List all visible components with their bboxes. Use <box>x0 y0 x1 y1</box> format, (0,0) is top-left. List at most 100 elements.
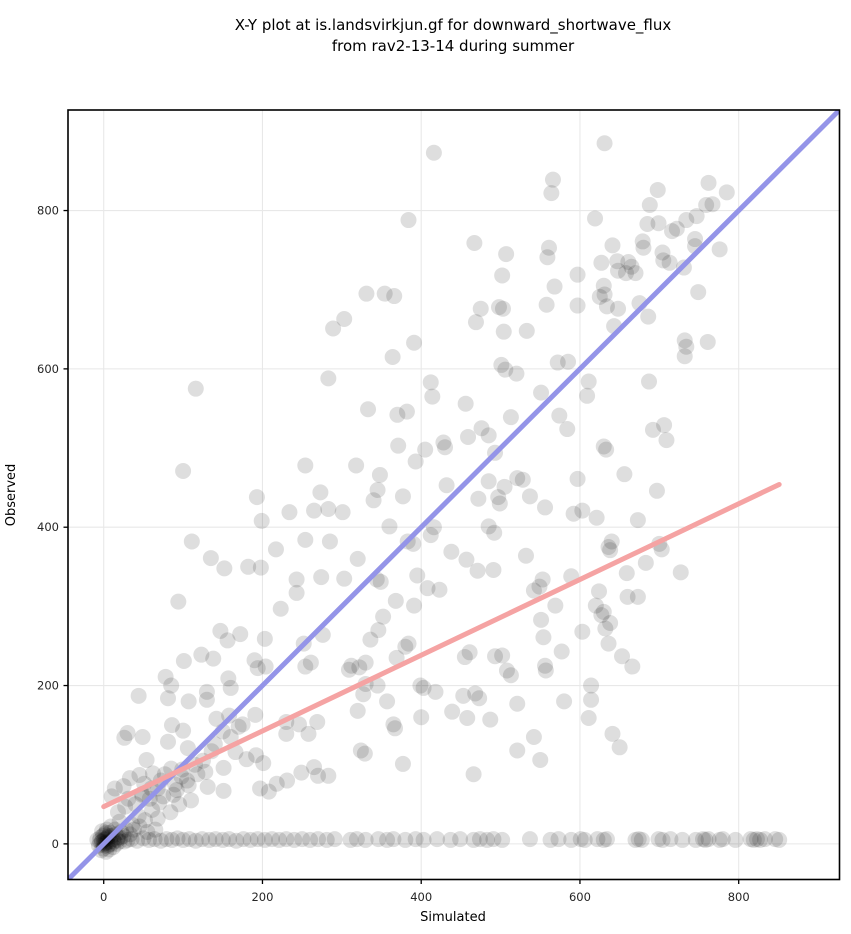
scatter-point <box>494 267 511 284</box>
scatter-point <box>661 254 678 271</box>
scatter-point <box>438 477 455 494</box>
scatter-point <box>155 788 172 805</box>
scatter-point <box>490 489 507 506</box>
scatter-point <box>179 772 196 789</box>
scatter-point <box>320 767 337 784</box>
scatter-point <box>181 831 198 848</box>
scatter-point <box>370 622 387 639</box>
scatter-point <box>93 834 110 851</box>
scatter-point <box>604 725 621 742</box>
scatter-point <box>697 831 714 848</box>
scatter-point <box>623 258 640 275</box>
scatter-point <box>593 254 610 271</box>
scatter-point <box>281 504 298 521</box>
scatter-point <box>535 629 552 646</box>
scatter-point <box>321 533 338 550</box>
scatter-point <box>472 300 489 317</box>
scatter-point <box>219 632 236 649</box>
scatter-point <box>648 482 665 499</box>
scatter-point <box>130 687 147 704</box>
scatter-point <box>630 831 647 848</box>
scatter-point <box>718 184 735 201</box>
scatter-point <box>616 466 633 483</box>
scatter-point <box>559 421 576 438</box>
scatter-point <box>386 288 403 305</box>
scatter-point <box>490 299 507 316</box>
scatter-point <box>343 657 360 674</box>
scatter-point <box>419 580 436 597</box>
scatter-point <box>358 285 375 302</box>
scatter-point <box>115 778 132 795</box>
scatter-point <box>614 648 631 665</box>
scatter-point <box>429 831 446 848</box>
scatter-point <box>389 406 406 423</box>
scatter-point <box>533 384 550 401</box>
scatter-point <box>248 489 265 506</box>
scatter-point <box>136 812 153 829</box>
scatter-point <box>238 751 255 768</box>
scatter-point <box>180 693 197 710</box>
scatter-point <box>533 611 550 628</box>
scatter-point <box>425 144 442 161</box>
scatter-point <box>147 821 164 838</box>
scatter-point <box>183 533 200 550</box>
scatter-point <box>655 252 672 269</box>
scatter-point <box>422 527 439 544</box>
scatter-point <box>394 488 411 505</box>
scatter-point <box>256 630 273 647</box>
scatter-point <box>309 713 326 730</box>
scatter-point <box>424 388 441 405</box>
scatter-point <box>257 658 274 675</box>
scatter-point <box>767 831 784 848</box>
scatter-point <box>198 683 215 700</box>
scatter-point <box>407 831 424 848</box>
scatter-point <box>119 725 136 742</box>
scatter-point <box>517 547 534 564</box>
scatter-point <box>201 831 218 848</box>
scatter-point <box>349 550 366 567</box>
scatter-point <box>639 216 656 232</box>
scatter-point <box>252 559 269 576</box>
scatter-point <box>690 284 707 301</box>
scatter-point <box>698 197 715 213</box>
scatter-point <box>442 831 459 848</box>
scatter-point <box>508 365 525 382</box>
scatter-point <box>297 531 314 548</box>
y-axis-label: Observed <box>4 464 19 527</box>
scatter-point <box>106 780 123 797</box>
scatter-point <box>160 690 177 707</box>
scatter-point <box>267 541 284 558</box>
one-to-one-line <box>68 110 840 880</box>
scatter-point <box>664 223 681 240</box>
scatter-point <box>216 560 233 577</box>
scatter-point <box>496 478 513 495</box>
scatter-point <box>180 777 197 794</box>
scatter-point <box>131 818 148 835</box>
scatter-point <box>413 709 430 726</box>
scatter-point <box>588 509 605 526</box>
scatter-point <box>485 561 502 578</box>
scatter-point <box>602 542 619 559</box>
scatter-point <box>183 792 200 809</box>
scatter-point <box>175 722 192 739</box>
scatter-point <box>509 742 526 759</box>
scatter-point <box>385 716 402 733</box>
scatter-point <box>563 831 580 848</box>
scatter-point <box>357 831 374 848</box>
scatter-point <box>242 831 259 848</box>
scatter-point <box>518 322 535 339</box>
scatter-point <box>467 685 484 702</box>
scatter-point <box>525 729 542 745</box>
scatter-point <box>676 332 693 349</box>
scatter-point <box>355 686 372 703</box>
scatter-point <box>398 403 415 420</box>
scatter-point <box>326 831 343 848</box>
scatter-point <box>597 620 614 637</box>
scatter-point <box>256 831 273 848</box>
scatter-point <box>600 635 617 652</box>
scatter-point <box>400 635 417 652</box>
scatter-point <box>627 831 644 848</box>
scatter-point <box>134 729 151 745</box>
scatter-point <box>595 277 612 294</box>
